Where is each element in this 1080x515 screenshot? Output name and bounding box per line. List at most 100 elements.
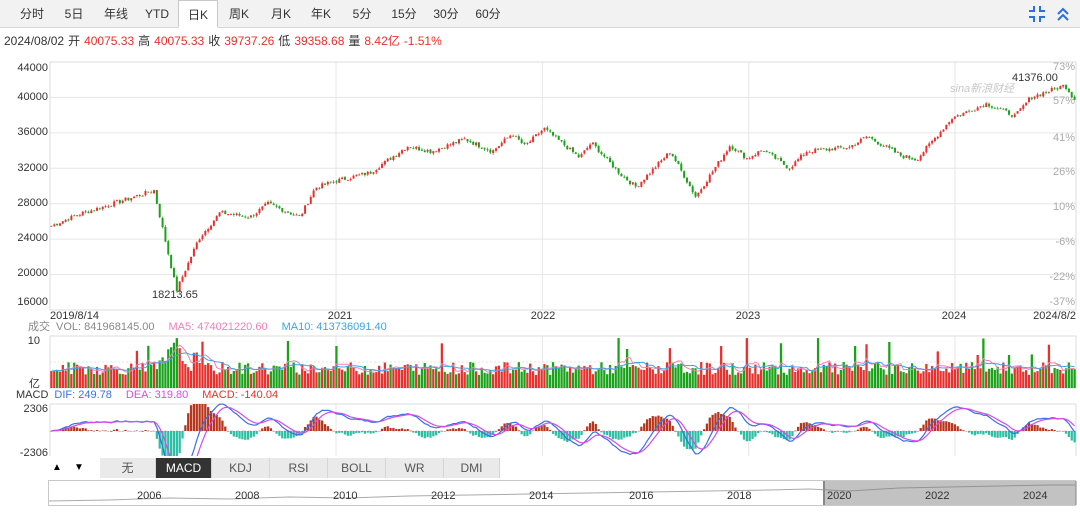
candle-body	[1025, 102, 1028, 106]
tab-15min[interactable]: 15分	[391, 7, 417, 21]
candle-body	[685, 177, 688, 183]
candle-body	[894, 148, 897, 153]
macd-hist-bar	[751, 431, 754, 439]
volume-bar	[81, 368, 84, 388]
volume-bar	[836, 374, 840, 388]
macd-hist-bar	[865, 427, 868, 431]
candle-body	[913, 158, 916, 161]
volume-bar	[454, 374, 458, 388]
candle-body	[908, 155, 911, 159]
expand-arrows-icon[interactable]	[1028, 5, 1046, 23]
volume-bar	[452, 362, 455, 388]
volume-bar	[95, 366, 99, 388]
tab-yearly-k[interactable]: 年K	[310, 7, 331, 21]
volume-bar	[386, 371, 389, 388]
navigator-selection-handle[interactable]	[823, 481, 1077, 505]
volume-bar	[477, 374, 481, 388]
volume-bar	[400, 369, 404, 388]
macd-hist-bar	[318, 419, 321, 431]
macd-hist-bar	[799, 423, 803, 431]
move-up-arrow-icon[interactable]: ▲	[52, 462, 62, 473]
volume-bar	[1044, 365, 1048, 388]
macd-hist-bar	[454, 429, 458, 431]
range-navigator[interactable]: 2006 2008 2010 2012 2014 2016 2018 2020 …	[48, 480, 1077, 506]
volume-bar	[141, 363, 144, 388]
macd-hist-bar	[982, 431, 985, 435]
x-label-2024: 2024	[942, 310, 966, 322]
macd-hist-bar	[443, 431, 446, 432]
tab-30min[interactable]: 30分	[433, 7, 459, 21]
tab-monthly-k[interactable]: 月K	[270, 7, 291, 21]
candle-body	[70, 215, 73, 220]
indicator-tab-rsi[interactable]: RSI	[270, 458, 328, 478]
tab-weekly-k[interactable]: 周K	[228, 7, 249, 21]
volume-bar	[945, 368, 948, 388]
macd-hist-bar	[167, 431, 170, 456]
candle-body	[651, 168, 654, 174]
tab-year-line[interactable]: 年线	[103, 7, 128, 21]
indicator-tab-dmi[interactable]: DMI	[444, 458, 500, 478]
macd-hist-bar	[466, 431, 469, 432]
volume-bar	[711, 374, 714, 388]
volume-bar	[674, 367, 677, 388]
macd-hist-bar	[423, 431, 426, 439]
candle-body	[438, 148, 441, 152]
volume-bar	[215, 374, 218, 388]
indicator-tab-macd[interactable]: MACD	[156, 458, 212, 478]
kline-chart[interactable]: 44000 40000 36000 32000 28000 24000 2000…	[0, 56, 1080, 456]
macd-hist-bar	[594, 423, 597, 431]
candle-body	[552, 131, 555, 136]
macd-hist-bar	[765, 431, 768, 433]
volume-bar	[563, 365, 566, 388]
candle-body	[546, 127, 549, 130]
candle-body	[1010, 115, 1013, 117]
volume-bar	[557, 368, 560, 388]
macd-hist-bar	[432, 431, 435, 437]
tab-ytd[interactable]: YTD	[145, 7, 169, 21]
candle-body	[611, 161, 614, 168]
move-down-arrow-icon[interactable]: ▼	[74, 462, 84, 473]
indicator-tab-none[interactable]: 无	[100, 458, 156, 478]
volume-bar	[375, 372, 378, 388]
tab-daily-k[interactable]: 日K	[178, 0, 218, 28]
macd-hist-bar	[657, 415, 660, 431]
volume-bar	[415, 364, 418, 388]
macd-hist-bar	[862, 426, 865, 431]
tab-60min[interactable]: 60分	[475, 7, 501, 21]
volume-bar	[306, 373, 310, 388]
volume-bar	[463, 372, 466, 388]
volume-bar	[953, 369, 957, 388]
volume-bar	[851, 370, 854, 388]
candlesticks	[50, 83, 1076, 293]
macd-hist-bar	[871, 430, 874, 432]
tab-5min[interactable]: 5分	[352, 7, 372, 21]
candle-body	[856, 142, 859, 145]
macd-hist-bar	[383, 426, 387, 431]
tab-5day[interactable]: 5日	[64, 7, 84, 21]
macd-hist-bar	[953, 424, 957, 431]
indicator-tab-boll[interactable]: BOLL	[328, 458, 386, 478]
indicator-tab-wr[interactable]: WR	[386, 458, 444, 478]
double-chevron-up-icon[interactable]	[1056, 6, 1070, 22]
candle-body	[210, 225, 213, 230]
volume-bar	[474, 371, 478, 388]
candle-body	[1059, 86, 1062, 90]
tab-intraday[interactable]: 分时	[19, 7, 44, 21]
macd-hist-bar	[665, 418, 669, 431]
volume-bar	[1005, 370, 1008, 388]
candle-body	[386, 158, 389, 162]
candle-body	[201, 235, 204, 240]
volume-bar	[537, 367, 540, 388]
volume-moving-averages	[51, 344, 1075, 373]
macd-hist-bar	[409, 430, 412, 432]
indicator-tab-kdj[interactable]: KDJ	[212, 458, 270, 478]
macd-hist-bar	[389, 427, 392, 431]
volume-bar	[252, 372, 255, 388]
macd-hist-bar	[1073, 431, 1076, 443]
volume-bar	[805, 369, 808, 388]
macd-hist-bar	[309, 420, 312, 431]
volume-bar	[201, 341, 204, 388]
macd-hist-bar	[295, 431, 298, 437]
macd-hist-bar	[731, 421, 734, 431]
macd-hist-bar	[1005, 431, 1008, 438]
